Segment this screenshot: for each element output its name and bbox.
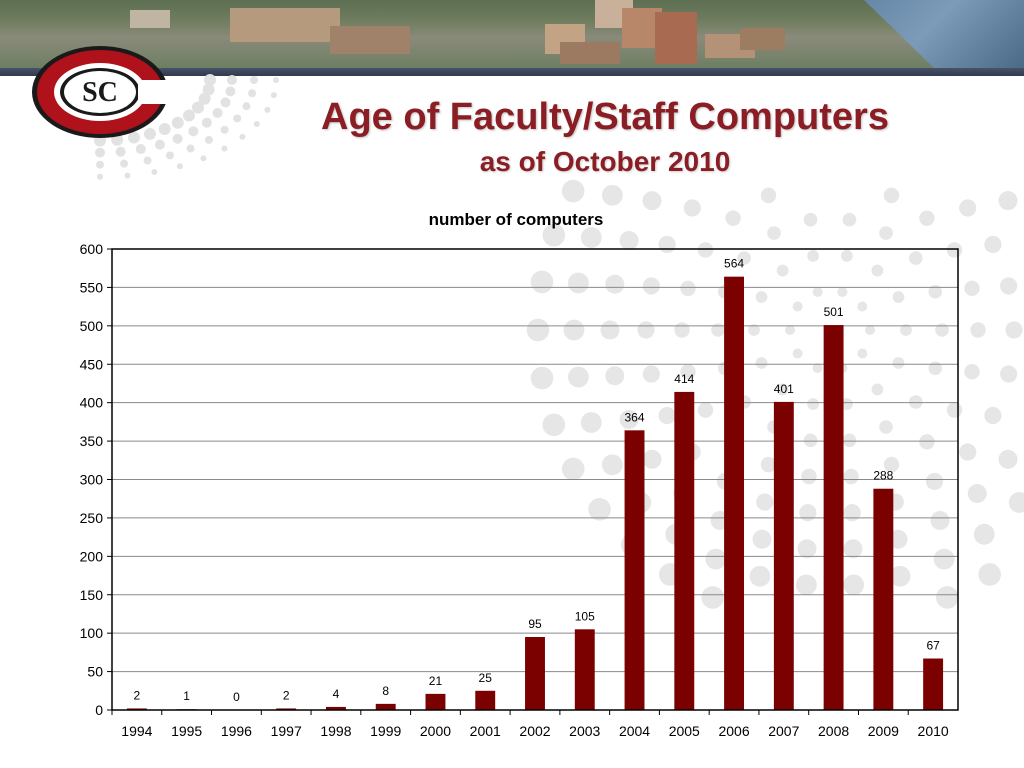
bar-2010 (923, 658, 944, 710)
header-band (0, 68, 1024, 76)
bar-2006 (724, 276, 745, 710)
x-tick-label-1995: 1995 (171, 723, 202, 739)
y-tick-label: 450 (80, 356, 104, 372)
data-label-1996: 0 (233, 690, 240, 704)
chart-title: number of computers (429, 210, 604, 229)
x-axis-ticks: 1994 1995 1996 1997 1998 1999 2000 2001 2002 2003… (111, 710, 949, 739)
data-label-2005: 414 (674, 372, 694, 386)
bar-2008 (823, 325, 844, 710)
x-tick-label-1999: 1999 (370, 723, 401, 739)
bar-1994 (126, 708, 147, 710)
bar-1997 (276, 708, 297, 710)
y-tick-label: 500 (80, 318, 104, 334)
plot-area-border (111, 248, 959, 711)
bar-2007 (773, 401, 794, 710)
x-tick-label-2004: 2004 (619, 723, 650, 739)
data-label-2001: 25 (479, 671, 493, 685)
x-tick-label-2002: 2002 (519, 723, 550, 739)
x-tick-label-1998: 1998 (320, 723, 351, 739)
y-tick-label: 100 (80, 625, 104, 641)
x-tick-label-2001: 2001 (470, 723, 501, 739)
chart-grid (112, 286, 958, 673)
data-label-2003: 105 (575, 609, 595, 623)
bar-1998 (325, 706, 346, 710)
x-tick-label-2009: 2009 (868, 723, 899, 739)
x-tick-label-2003: 2003 (569, 723, 600, 739)
bar-2009 (873, 488, 894, 710)
y-tick-label: 200 (80, 548, 104, 564)
y-tick-label: 350 (80, 433, 104, 449)
data-label-1999: 8 (382, 684, 389, 698)
y-tick-label: 0 (95, 702, 103, 718)
bar-2001 (475, 690, 496, 710)
y-tick-label: 50 (87, 664, 103, 680)
bar-2000 (425, 693, 446, 710)
slide-title: Age of Faculty/Staff Computers (321, 96, 889, 138)
bar-2004 (624, 430, 645, 710)
data-label-2007: 401 (774, 382, 794, 396)
bar-2005 (674, 391, 695, 710)
x-tick-label-1996: 1996 (221, 723, 252, 739)
data-label-2008: 501 (824, 305, 844, 319)
data-label-2006: 564 (724, 257, 744, 271)
data-label-1997: 2 (283, 688, 290, 702)
x-tick-label-1997: 1997 (271, 723, 302, 739)
campus-banner-photo (0, 0, 1024, 68)
y-tick-label: 600 (80, 241, 104, 257)
data-label-2004: 364 (625, 410, 645, 424)
x-tick-label-2005: 2005 (669, 723, 700, 739)
data-label-2010: 67 (926, 639, 940, 653)
x-tick-label-2008: 2008 (818, 723, 849, 739)
data-label-2009: 288 (873, 469, 893, 483)
y-axis-ticks: 0 50 100 150 200 250 300 350 400 450 500 550 600 (80, 241, 112, 718)
data-label-2000: 21 (429, 674, 443, 688)
svg-text:SC: SC (82, 77, 118, 108)
x-tick-label-2000: 2000 (420, 723, 451, 739)
data-label-1994: 2 (134, 688, 141, 702)
bar-1999 (375, 703, 396, 710)
y-tick-label: 400 (80, 395, 104, 411)
y-tick-label: 250 (80, 510, 104, 526)
bar-2003 (574, 629, 595, 710)
bar-2002 (525, 637, 545, 710)
x-tick-label-2007: 2007 (768, 723, 799, 739)
scsu-logo: SC (32, 46, 174, 138)
data-label-1998: 4 (333, 687, 340, 701)
x-tick-label-1994: 1994 (121, 723, 152, 739)
y-tick-label: 300 (80, 472, 104, 488)
y-tick-label: 550 (80, 279, 104, 295)
slide-subtitle: as of October 2010 (479, 146, 731, 177)
data-label-1995: 1 (183, 689, 190, 703)
y-tick-label: 150 (80, 587, 104, 603)
x-tick-label-2006: 2006 (718, 723, 749, 739)
data-label-2002: 95 (528, 617, 542, 631)
x-tick-label-2010: 2010 (918, 723, 949, 739)
